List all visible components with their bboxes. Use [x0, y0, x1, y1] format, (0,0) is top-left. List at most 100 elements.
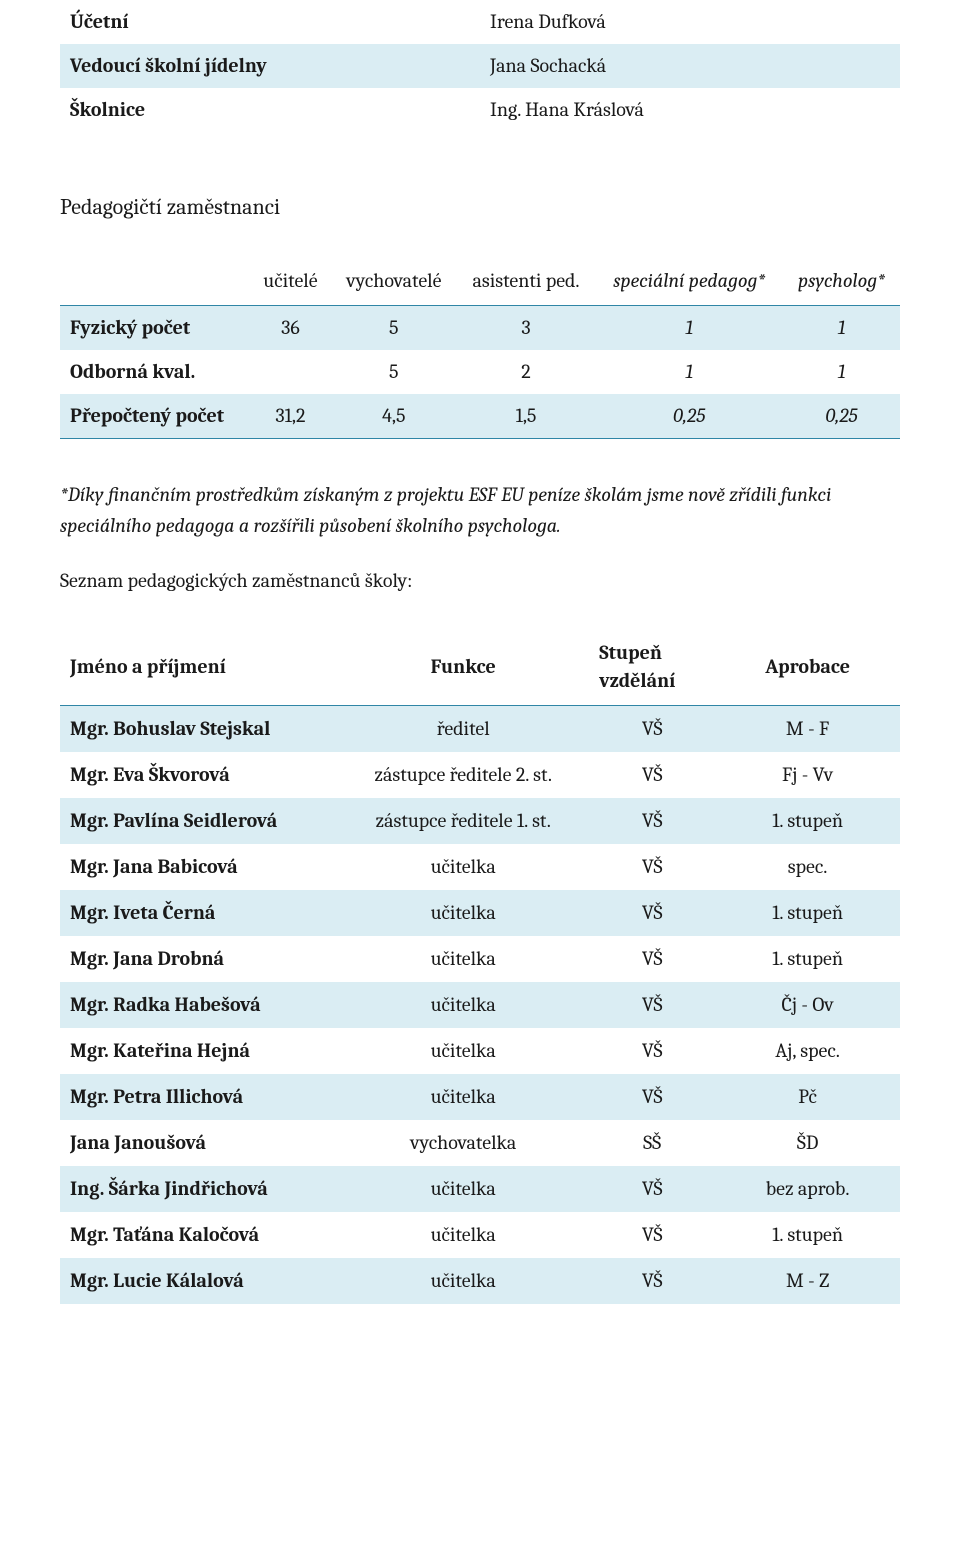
counts-table: učitelé vychovatelé asistenti ped. speci…	[60, 259, 900, 439]
employees-heading: Seznam pedagogických zaměstnanců školy:	[60, 567, 900, 595]
counts-cell: 0,25	[783, 394, 900, 439]
emp-degree-cell: VŠ	[589, 798, 715, 844]
counts-cell: 1	[595, 350, 783, 394]
employees-table: Jméno a příjmení Funkce Stupeň vzdělání …	[60, 631, 900, 1304]
emp-aprobace-cell: Čj - Ov	[715, 982, 900, 1028]
counts-row-label: Fyzický počet	[60, 305, 250, 350]
staff-role-cell: Účetní	[60, 0, 480, 44]
emp-func-cell: učitelka	[337, 1258, 589, 1304]
emp-degree-cell: VŠ	[589, 752, 715, 798]
emp-func-cell: učitelka	[337, 1074, 589, 1120]
counts-th-asistenti: asistenti ped.	[457, 259, 596, 306]
emp-aprobace-cell: Pč	[715, 1074, 900, 1120]
emp-name-cell: Jana Janoušová	[60, 1120, 337, 1166]
counts-th-psycholog: psycholog*	[783, 259, 900, 306]
table-row: Mgr. Jana DrobnáučitelkaVŠ1. stupeň	[60, 936, 900, 982]
counts-row-label: Přepočtený počet	[60, 394, 250, 439]
emp-func-cell: učitelka	[337, 1166, 589, 1212]
counts-cell: 1	[783, 350, 900, 394]
table-row: ÚčetníIrena Dufková	[60, 0, 900, 44]
emp-th-aprobace: Aprobace	[715, 631, 900, 706]
emp-degree-cell: VŠ	[589, 1074, 715, 1120]
emp-th-degree-l1: Stupeň	[599, 639, 705, 667]
emp-th-name: Jméno a příjmení	[60, 631, 337, 706]
emp-name-cell: Mgr. Jana Babicová	[60, 844, 337, 890]
emp-degree-cell: VŠ	[589, 936, 715, 982]
emp-th-func: Funkce	[337, 631, 589, 706]
table-row: Odborná kval.5211	[60, 350, 900, 394]
emp-degree-cell: SŠ	[589, 1120, 715, 1166]
emp-func-cell: učitelka	[337, 936, 589, 982]
table-row: Mgr. Jana BabicováučitelkaVŠspec.	[60, 844, 900, 890]
emp-aprobace-cell: Aj, spec.	[715, 1028, 900, 1074]
emp-aprobace-cell: Fj - Vv	[715, 752, 900, 798]
table-row: Mgr. Iveta ČernáučitelkaVŠ1. stupeň	[60, 890, 900, 936]
emp-name-cell: Mgr. Radka Habešová	[60, 982, 337, 1028]
emp-func-cell: učitelka	[337, 1212, 589, 1258]
staff-roles-table: ÚčetníIrena DufkováVedoucí školní jídeln…	[60, 0, 900, 132]
emp-name-cell: Mgr. Eva Škvorová	[60, 752, 337, 798]
table-row: ŠkolniceIng. Hana Kráslová	[60, 88, 900, 132]
staff-role-cell: Školnice	[60, 88, 480, 132]
emp-func-cell: učitelka	[337, 982, 589, 1028]
emp-name-cell: Mgr. Kateřina Hejná	[60, 1028, 337, 1074]
counts-row-label: Odborná kval.	[60, 350, 250, 394]
emp-name-cell: Mgr. Petra Illichová	[60, 1074, 337, 1120]
emp-func-cell: zástupce ředitele 1. st.	[337, 798, 589, 844]
counts-cell	[250, 350, 331, 394]
staff-name-cell: Irena Dufková	[480, 0, 900, 44]
counts-cell: 36	[250, 305, 331, 350]
counts-cell: 3	[457, 305, 596, 350]
table-row: Mgr. Bohuslav StejskalředitelVŠM - F	[60, 705, 900, 752]
counts-cell: 5	[331, 305, 457, 350]
table-row: Ing. Šárka JindřichováučitelkaVŠbez apro…	[60, 1166, 900, 1212]
emp-func-cell: učitelka	[337, 890, 589, 936]
emp-degree-cell: VŠ	[589, 1028, 715, 1074]
table-row: Fyzický počet365311	[60, 305, 900, 350]
emp-name-cell: Ing. Šárka Jindřichová	[60, 1166, 337, 1212]
emp-th-degree: Stupeň vzdělání	[589, 631, 715, 706]
emp-name-cell: Mgr. Jana Drobná	[60, 936, 337, 982]
emp-name-cell: Mgr. Bohuslav Stejskal	[60, 705, 337, 752]
emp-name-cell: Mgr. Pavlína Seidlerová	[60, 798, 337, 844]
emp-degree-cell: VŠ	[589, 1212, 715, 1258]
emp-aprobace-cell: bez aprob.	[715, 1166, 900, 1212]
counts-th-spec-pedagog: speciální pedagog*	[595, 259, 783, 306]
emp-name-cell: Mgr. Iveta Černá	[60, 890, 337, 936]
counts-cell: 1	[595, 305, 783, 350]
emp-degree-cell: VŠ	[589, 982, 715, 1028]
counts-th-vychovatele: vychovatelé	[331, 259, 457, 306]
emp-degree-cell: VŠ	[589, 1166, 715, 1212]
counts-cell: 1	[783, 305, 900, 350]
emp-func-cell: vychovatelka	[337, 1120, 589, 1166]
emp-degree-cell: VŠ	[589, 890, 715, 936]
table-row: Mgr. Radka HabešováučitelkaVŠČj - Ov	[60, 982, 900, 1028]
emp-aprobace-cell: 1. stupeň	[715, 1212, 900, 1258]
counts-cell: 2	[457, 350, 596, 394]
table-row: Jana JanoušovávychovatelkaSŠŠD	[60, 1120, 900, 1166]
table-row: Přepočtený počet31,24,51,50,250,25	[60, 394, 900, 439]
emp-aprobace-cell: ŠD	[715, 1120, 900, 1166]
table-row: Mgr. Pavlína Seidlerovázástupce ředitele…	[60, 798, 900, 844]
table-row: Mgr. Eva Škvorovázástupce ředitele 2. st…	[60, 752, 900, 798]
counts-cell: 5	[331, 350, 457, 394]
emp-func-cell: zástupce ředitele 2. st.	[337, 752, 589, 798]
table-row: Vedoucí školní jídelnyJana Sochacká	[60, 44, 900, 88]
staff-role-cell: Vedoucí školní jídelny	[60, 44, 480, 88]
counts-cell: 0,25	[595, 394, 783, 439]
emp-th-degree-l2: vzdělání	[599, 667, 705, 695]
footnote-text: *Díky finančním prostředkům získaným z p…	[60, 479, 900, 541]
emp-name-cell: Mgr. Lucie Kálalová	[60, 1258, 337, 1304]
section-heading-pedagog: Pedagogičtí zaměstnanci	[60, 192, 900, 223]
table-row: Mgr. Kateřina HejnáučitelkaVŠAj, spec.	[60, 1028, 900, 1074]
emp-aprobace-cell: 1. stupeň	[715, 936, 900, 982]
emp-func-cell: ředitel	[337, 705, 589, 752]
emp-aprobace-cell: M - F	[715, 705, 900, 752]
table-row: Mgr. Lucie KálalováučitelkaVŠM - Z	[60, 1258, 900, 1304]
emp-func-cell: učitelka	[337, 844, 589, 890]
counts-cell: 31,2	[250, 394, 331, 439]
emp-name-cell: Mgr. Taťána Kaločová	[60, 1212, 337, 1258]
counts-cell: 4,5	[331, 394, 457, 439]
emp-aprobace-cell: 1. stupeň	[715, 890, 900, 936]
table-row: Mgr. Petra IllichováučitelkaVŠPč	[60, 1074, 900, 1120]
